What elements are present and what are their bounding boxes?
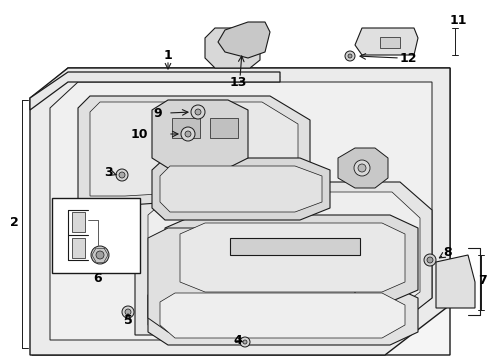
Polygon shape [230,238,360,255]
Polygon shape [72,212,85,232]
Circle shape [181,127,195,141]
Circle shape [119,172,125,178]
Circle shape [348,54,352,58]
Polygon shape [32,68,450,355]
Circle shape [427,257,433,263]
Polygon shape [355,28,418,55]
Text: 12: 12 [400,51,417,64]
Text: 4: 4 [234,333,243,346]
Circle shape [424,254,436,266]
Polygon shape [152,100,248,168]
Polygon shape [338,148,388,188]
Text: 2: 2 [10,216,19,229]
Circle shape [116,169,128,181]
Text: 8: 8 [443,246,452,258]
Text: 3: 3 [104,166,112,179]
Circle shape [91,246,109,264]
Polygon shape [148,192,420,325]
Text: 13: 13 [229,76,246,89]
Polygon shape [148,228,355,332]
Polygon shape [160,293,405,338]
Polygon shape [180,223,405,292]
Circle shape [354,160,370,176]
Circle shape [96,251,104,259]
Text: 10: 10 [130,127,148,140]
Text: 5: 5 [123,314,132,327]
Circle shape [191,105,205,119]
Polygon shape [30,72,280,110]
Polygon shape [380,37,400,48]
Circle shape [195,109,201,115]
Text: 9: 9 [153,107,162,120]
Text: 11: 11 [449,14,467,27]
Polygon shape [152,158,330,220]
Text: 1: 1 [164,49,172,62]
Polygon shape [50,82,432,340]
Circle shape [243,340,247,344]
Polygon shape [90,102,298,196]
Polygon shape [165,215,418,302]
Circle shape [185,131,191,137]
Text: 7: 7 [478,274,487,287]
Circle shape [345,51,355,61]
Text: 6: 6 [94,271,102,284]
Circle shape [125,309,131,315]
Circle shape [122,306,134,318]
Polygon shape [148,285,418,345]
Circle shape [240,337,250,347]
Circle shape [358,164,366,172]
Polygon shape [160,166,322,212]
Polygon shape [135,182,432,335]
Bar [52,198,140,273]
Polygon shape [172,118,200,138]
Polygon shape [205,28,260,68]
Polygon shape [218,22,270,58]
Polygon shape [436,255,475,308]
Polygon shape [78,96,310,205]
Polygon shape [30,68,450,355]
Polygon shape [72,238,85,258]
Polygon shape [210,118,238,138]
